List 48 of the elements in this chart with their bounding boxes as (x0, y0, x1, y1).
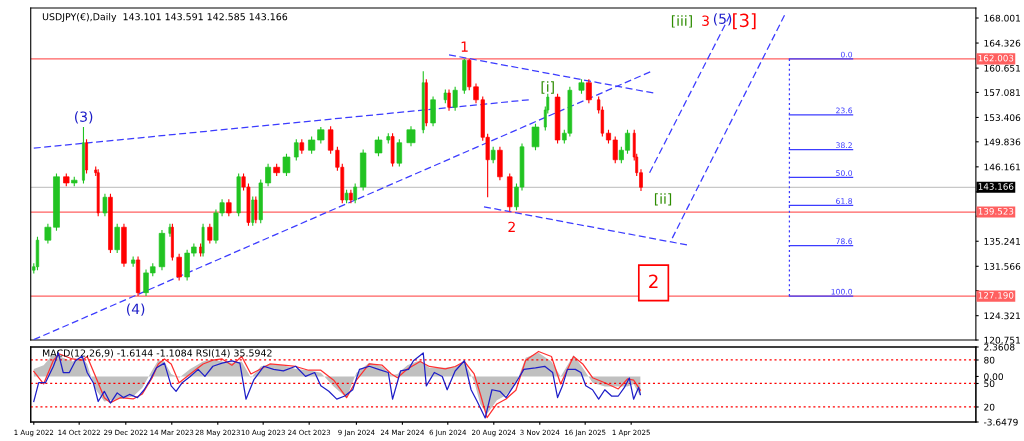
y-tick-label: -3.6479 (983, 418, 1018, 426)
y-tick-label: 153.406 (984, 114, 1021, 122)
ref-line-label: 162.003 (978, 54, 1014, 62)
ref-line-label: 143.166 (978, 183, 1014, 190)
ref-line-label: 139.523 (978, 208, 1014, 215)
annotation: 2 (508, 221, 515, 232)
candlestick (447, 89, 451, 112)
y-tick-label: 124.321 (984, 312, 1021, 320)
candlestick (353, 183, 358, 204)
annotation: (4) (126, 303, 145, 316)
y-tick-label: 2.3608 (984, 343, 1015, 351)
y-tick-label: 164.326 (984, 39, 1021, 47)
annotation: 1 (461, 41, 468, 52)
candlestick (294, 138, 299, 161)
annotation: [iii] (671, 15, 692, 28)
candlestick (452, 86, 458, 112)
y-tick-label: 168.001 (984, 14, 1021, 22)
annotation: 2 (649, 274, 658, 288)
candlestick (131, 255, 136, 268)
y2-tick-label: 80 (984, 356, 995, 364)
annotation: [3] (733, 13, 756, 30)
candlestick (207, 223, 213, 245)
candlestick (430, 95, 436, 127)
candlestick (176, 253, 182, 281)
candlestick (585, 78, 592, 104)
y-tick-label: 131.566 (984, 263, 1021, 270)
candlestick (265, 163, 272, 187)
y2-tick-label: 50 (984, 380, 995, 388)
y-tick-label: 157.081 (984, 89, 1021, 96)
annotation: [ii] (654, 193, 672, 206)
candlestick (254, 196, 258, 224)
annotation: 3 (702, 15, 709, 26)
annotation: [i] (541, 81, 554, 94)
y2-tick-label: 20 (984, 403, 995, 411)
y-tick-label: 160.651 (984, 64, 1021, 72)
candlestick (114, 223, 120, 254)
y-tick-label: 149.836 (984, 138, 1021, 146)
text: USDJPY(€),Daily 143.101 143.591 142.585 143.166 (42, 12, 288, 23)
candlestick (396, 138, 403, 168)
ref-line-label: 127.190 (978, 292, 1014, 299)
annotation: (5) (713, 13, 732, 26)
candlestick (102, 193, 108, 217)
y-tick-label: 146.161 (984, 163, 1021, 171)
y-tick-label: 0.00 (984, 373, 1004, 381)
y-tick-label: 135.241 (984, 237, 1021, 245)
y-tick-label: 120.751 (984, 336, 1021, 344)
annotation: (3) (75, 111, 93, 124)
chart-title: MACD(12,26,9) -1.6144 -1.1084 RSI(14) 35.5942 (42, 349, 272, 358)
